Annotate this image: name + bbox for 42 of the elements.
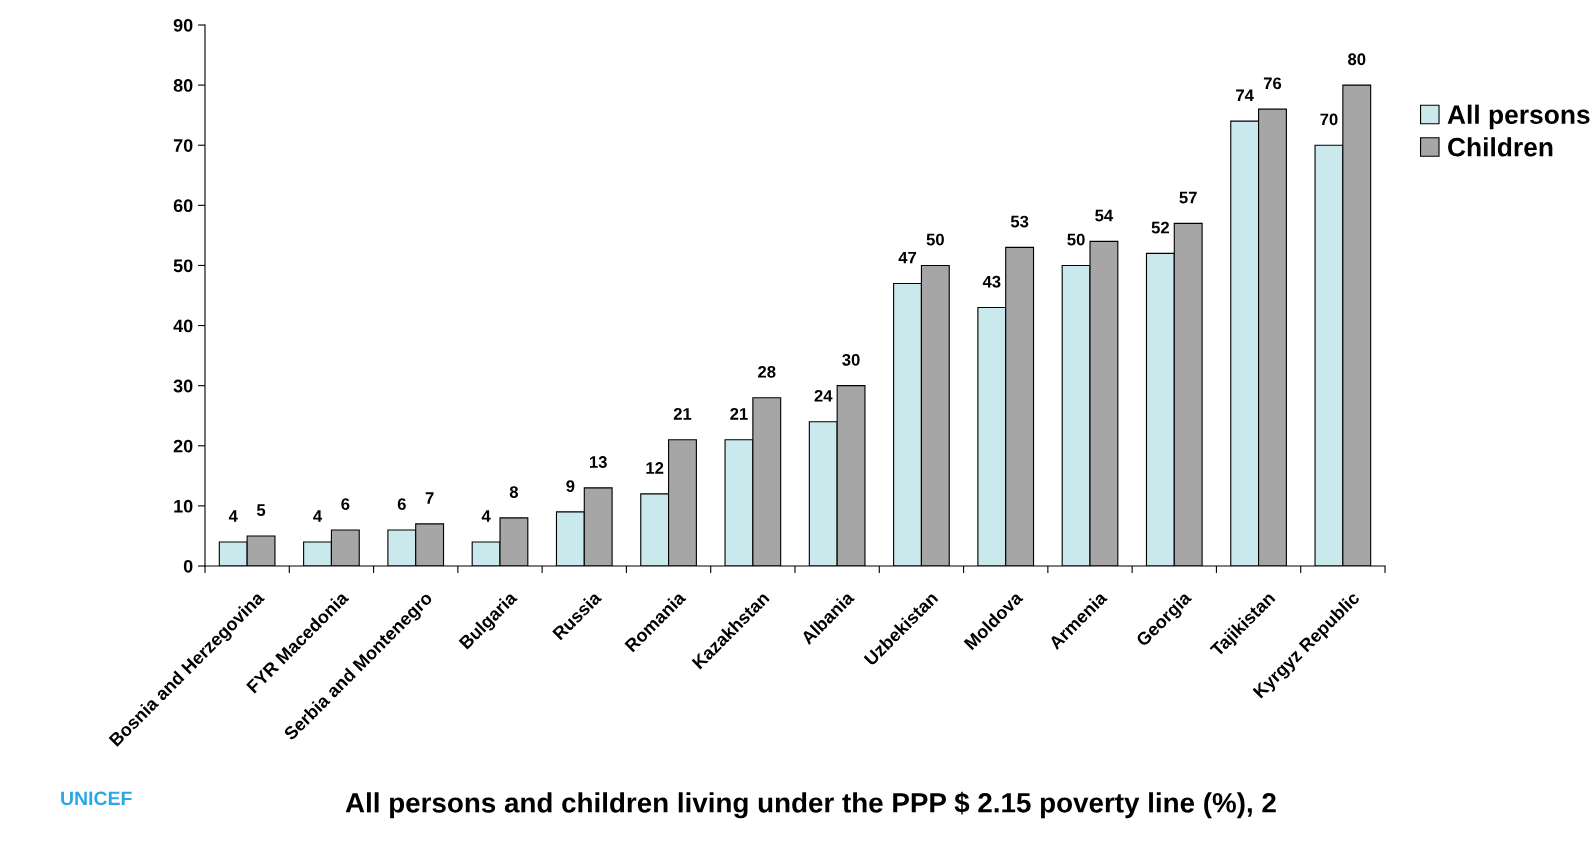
data-label: 12 xyxy=(646,462,664,474)
data-label: 80 xyxy=(1348,53,1366,66)
data-label: 76 xyxy=(1263,77,1282,90)
data-label: 5 xyxy=(256,504,266,516)
data-label: 21 xyxy=(673,408,692,420)
data-label: 4 xyxy=(313,510,323,522)
text: All persons and children living under the PPP $ 2.15 poverty line (%), 2 xyxy=(345,791,1276,819)
data-label: 50 xyxy=(926,233,944,246)
data-label: 24 xyxy=(814,389,833,402)
data-label: 7 xyxy=(425,492,434,504)
y-tick-label: 0 xyxy=(183,559,193,573)
y-tick-label: 20 xyxy=(173,439,193,453)
y-tick-label: 40 xyxy=(173,319,193,333)
y-tick-label: 30 xyxy=(173,379,193,393)
y-tick-label: 10 xyxy=(174,499,193,513)
y-tick-label: 90 xyxy=(173,18,193,32)
data-label: 74 xyxy=(1236,89,1254,102)
y-tick-label: 60 xyxy=(173,199,193,213)
data-label: 4 xyxy=(481,510,491,522)
data-label: 70 xyxy=(1320,113,1338,126)
data-label: 57 xyxy=(1179,191,1197,204)
y-tick-label: 70 xyxy=(173,139,193,152)
data-label: 54 xyxy=(1095,209,1114,222)
data-label: 4 xyxy=(228,510,238,522)
data-label: 43 xyxy=(982,275,1001,288)
data-label: 13 xyxy=(589,456,607,468)
legend-label: Children xyxy=(1448,137,1553,157)
data-label: 9 xyxy=(566,480,575,492)
data-label: 52 xyxy=(1151,221,1169,234)
data-label: 8 xyxy=(509,486,519,498)
data-label: 53 xyxy=(1010,215,1029,228)
text: UNICEF xyxy=(61,791,132,806)
data-label: 21 xyxy=(730,408,748,420)
y-tick-label: 50 xyxy=(173,259,193,273)
data-label: 50 xyxy=(1067,233,1085,246)
data-label: 30 xyxy=(842,353,860,366)
data-label: 47 xyxy=(898,251,917,264)
legend-label: All persons xyxy=(1447,104,1590,130)
y-tick-label: 80 xyxy=(173,79,193,92)
data-label: 28 xyxy=(758,365,776,378)
data-label: 6 xyxy=(341,498,350,510)
data-label: 6 xyxy=(397,498,406,510)
